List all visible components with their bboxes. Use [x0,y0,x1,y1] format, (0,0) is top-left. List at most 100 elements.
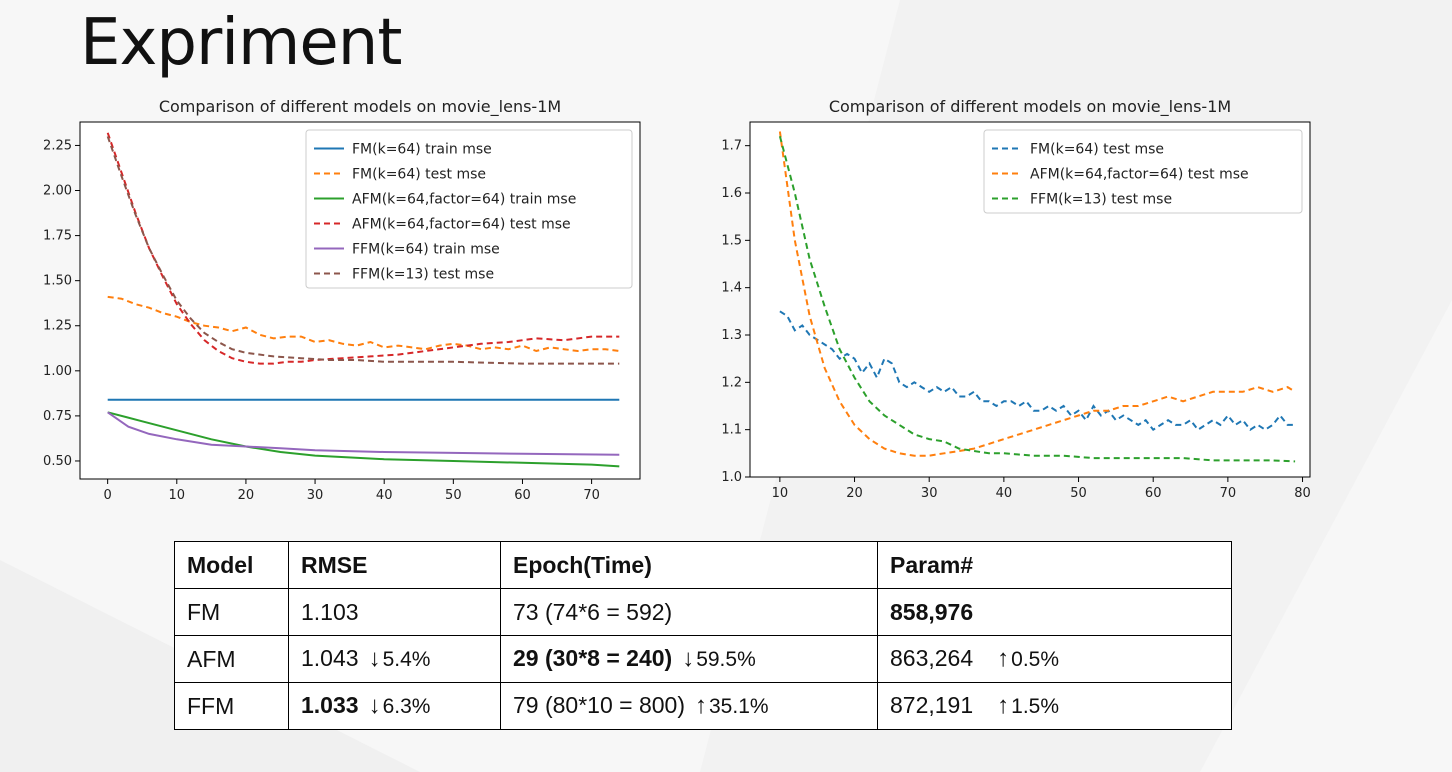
table-row: FFM 1.033 ↓6.3% 79 (80*10 = 800) ↑35.1% 87… [174,682,1232,730]
y-tick-label: 1.50 [43,274,72,289]
cell-epoch: 29 (30*8 = 240) ↓59.5% [500,635,878,683]
series-line-2 [107,295,620,353]
table-header-row: Model RMSE Epoch(Time) Param# [174,541,1232,589]
x-tick-label: 70 [583,488,600,503]
legend: FM(k=64) train mse FM(k=64) test mse AFM(k… [305,129,633,289]
x-tick-label: 40 [376,488,393,503]
rmse-delta-value: 5.4% [382,648,431,671]
rmse-value: 1.033 [301,692,359,718]
x-tick-label: 20 [238,488,255,503]
y-tick-label: 2.25 [43,138,72,153]
epoch-delta: ↑35.1% [695,692,769,719]
params-delta: ↑0.5% [997,645,1060,672]
x-tick-label: 20 [846,486,863,501]
rmse-value: 1.103 [301,598,359,625]
epoch-delta-value: 35.1% [709,695,769,718]
params-value: 858,976 [890,598,974,625]
legend-label: FM(k=64) test mse [352,167,486,183]
y-tick-label: 1.75 [43,229,72,244]
cell-rmse: 1.033 ↓6.3% [288,682,501,730]
cell-params: 872,191 ↑1.5% [877,682,1232,730]
x-tick-label: 30 [307,488,324,503]
cell-model: FFM [174,682,289,730]
y-tick-label: 0.50 [43,454,72,469]
x-tick-label: 70 [1220,486,1237,501]
cell-rmse: 1.103 [288,588,501,636]
legend-box [305,129,633,289]
legend-label: AFM(k=64,factor=64) test mse [1030,167,1249,183]
params-delta-value: 1.5% [1011,695,1060,718]
params-delta: ↑1.5% [997,692,1060,719]
header-epoch: Epoch(Time) [500,541,878,589]
slide-title: Expriment [80,6,402,80]
chart-left: Comparison of different models on movie_… [43,97,641,503]
legend-label: FFM(k=64) train mse [352,242,500,258]
rmse-value: 1.043 [301,645,359,671]
table-row: AFM 1.043 ↓5.4% 29 (30*8 = 240) ↓59.5% 863… [174,635,1232,683]
legend-label: FM(k=64) train mse [352,142,492,158]
chart-right: Comparison of different models on movie_… [721,97,1311,501]
x-tick-label: 80 [1294,486,1311,501]
legend: FM(k=64) test mse AFM(k=64,factor=64) tes… [983,129,1303,214]
epoch-value: 29 (30*8 = 240) [513,645,673,671]
x-tick-label: 0 [104,488,112,503]
down-arrow-icon: ↓ [368,692,381,719]
y-tick-label: 1.4 [721,281,742,296]
up-arrow-icon: ↑ [695,692,707,719]
x-tick-label: 10 [772,486,789,501]
y-tick-label: 1.00 [43,364,72,379]
series-line-4 [106,132,620,365]
x-tick-label: 60 [1145,486,1162,501]
epoch-delta-value: 59.5% [696,648,756,671]
chart-title: Comparison of different models on movie_… [829,97,1231,117]
epoch-value: 73 (74*6 = 592) [513,598,673,625]
y-tick-label: 1.7 [721,139,742,154]
header-params: Param# [877,541,1232,589]
legend-label: FFM(k=13) test mse [1030,192,1172,208]
params-delta-value: 0.5% [1011,648,1060,671]
results-table: Model RMSE Epoch(Time) Param# FM 1.103 7… [174,541,1232,730]
cell-params: 858,976 [877,588,1232,636]
cell-params: 863,264 ↑0.5% [877,635,1232,683]
legend-label: AFM(k=64,factor=64) train mse [352,192,576,208]
cell-model: FM [174,588,289,636]
epoch-delta: ↓59.5% [682,645,756,672]
legend-label: FFM(k=13) test mse [352,267,494,283]
y-tick-label: 1.1 [721,423,742,438]
cell-epoch: 79 (80*10 = 800) ↑35.1% [500,682,878,730]
series-line-3 [107,411,620,468]
up-arrow-icon: ↑ [997,692,1010,719]
epoch-value: 79 (80*10 = 800) [513,692,685,718]
cell-rmse: 1.043 ↓5.4% [288,635,501,683]
y-tick-label: 0.75 [43,409,72,424]
table-row: FM 1.103 73 (74*6 = 592) 858,976 [174,588,1232,636]
series-line-2 [778,131,1296,457]
series-line-6 [106,136,620,365]
header-model: Model [174,541,289,589]
y-tick-label: 1.6 [721,186,742,201]
series-line-3 [778,135,1296,463]
y-tick-label: 2.00 [43,184,72,199]
params-value: 863,264 [890,645,974,671]
header-rmse: RMSE [288,541,501,589]
legend-box [983,129,1303,214]
series-line-1 [779,310,1296,432]
rmse-delta: ↓6.3% [368,692,431,719]
x-tick-label: 30 [921,486,938,501]
series-line-5 [107,411,620,456]
cell-model: AFM [174,635,289,683]
y-tick-label: 1.3 [721,328,742,343]
rmse-delta-value: 6.3% [382,695,431,718]
cell-epoch: 73 (74*6 = 592) [500,588,878,636]
x-tick-label: 10 [169,488,186,503]
x-tick-label: 50 [445,488,462,503]
y-tick-label: 1.25 [43,319,72,334]
y-tick-label: 1.0 [721,470,742,485]
x-tick-label: 60 [514,488,531,503]
down-arrow-icon: ↓ [682,645,695,672]
params-value: 872,191 [890,692,974,718]
chart-title: Comparison of different models on movie_… [159,97,561,117]
x-tick-label: 50 [1070,486,1087,501]
down-arrow-icon: ↓ [368,645,381,672]
rmse-delta: ↓5.4% [368,645,431,672]
